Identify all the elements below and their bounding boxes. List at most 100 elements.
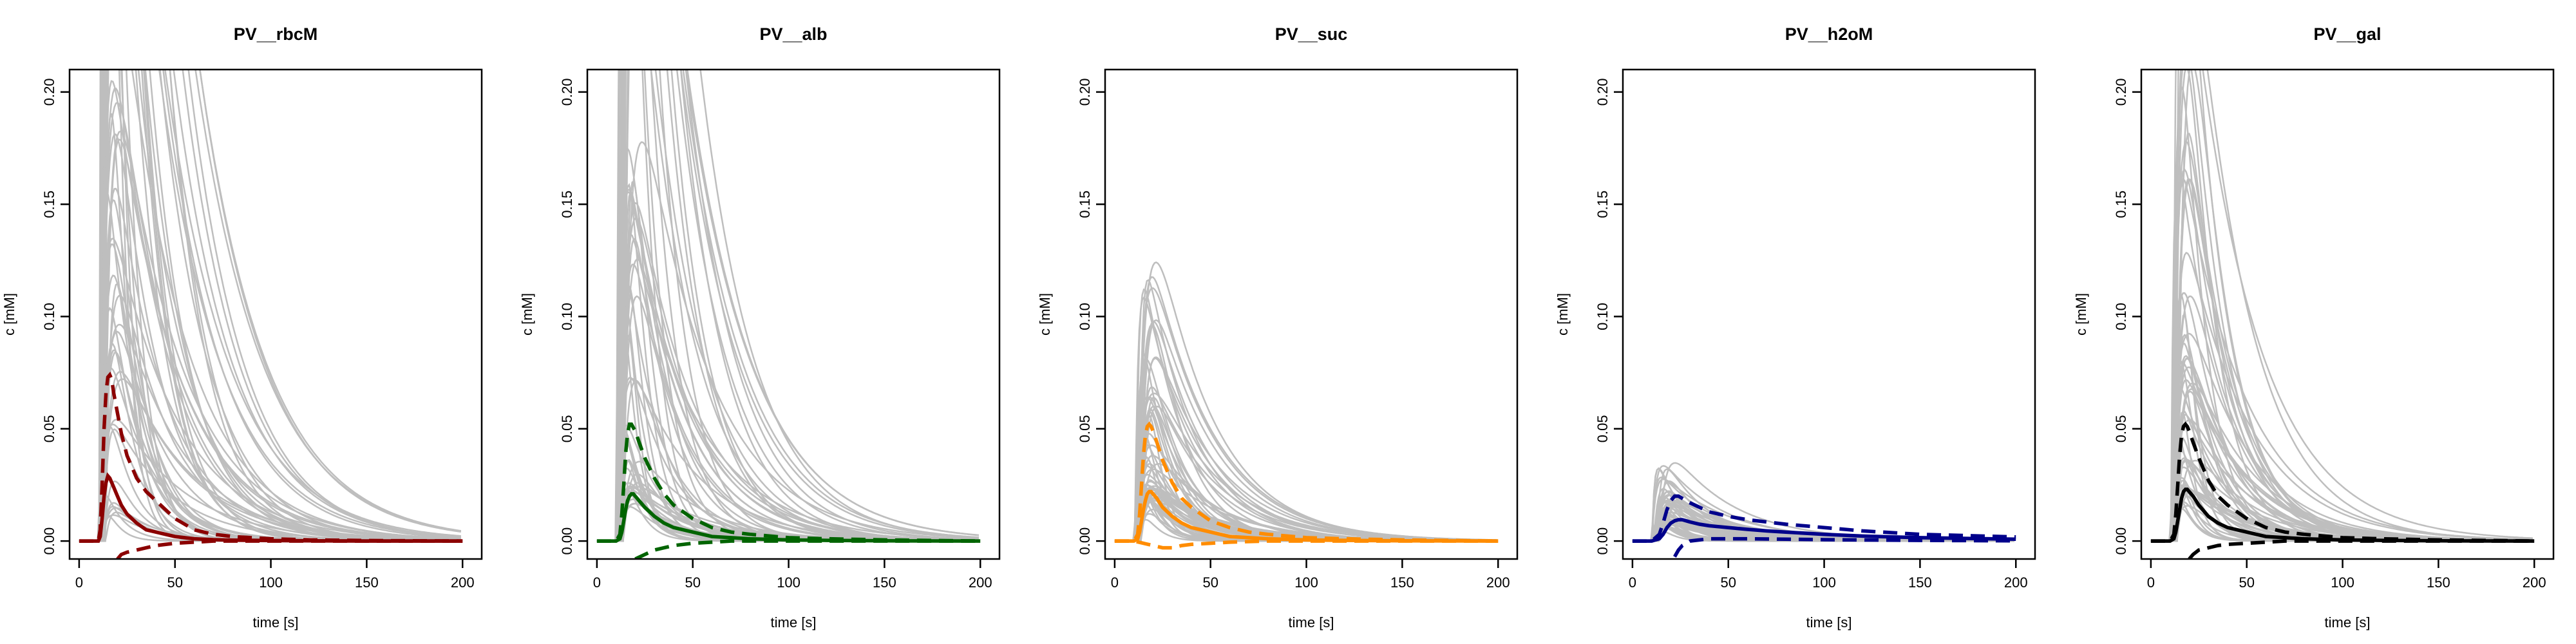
y-tick-label: 0.10 xyxy=(1077,303,1093,330)
simulation-curve xyxy=(596,141,979,542)
y-tick-label: 0.00 xyxy=(1077,527,1093,555)
x-tick-label: 100 xyxy=(1812,574,1836,591)
curves-layer xyxy=(596,70,981,559)
simulation-curve xyxy=(79,70,462,542)
x-tick-label: 100 xyxy=(259,574,283,591)
y-tick-label: 0.20 xyxy=(1077,78,1093,106)
x-axis-label: time [s] xyxy=(771,614,817,630)
mean-curve xyxy=(79,472,463,543)
x-tick-label: 100 xyxy=(777,574,800,591)
y-axis-label: c [mM] xyxy=(1555,293,1571,336)
y-tick-label: 0.00 xyxy=(1595,527,1611,555)
y-tick-label: 0.00 xyxy=(559,527,575,555)
x-tick-label: 50 xyxy=(685,574,700,591)
simulation-curve xyxy=(596,70,979,542)
plot-frame xyxy=(1104,68,1519,560)
panel-title: PV__gal xyxy=(2313,24,2381,44)
panel-title: PV__rbcM xyxy=(234,24,318,44)
y-tick-label: 0.15 xyxy=(559,191,575,218)
x-tick-label: 200 xyxy=(2004,574,2028,591)
panel-title: PV__alb xyxy=(759,24,827,44)
y-tick-label: 0.15 xyxy=(2113,191,2129,218)
y-tick-label: 0.05 xyxy=(1595,415,1611,442)
lower-curve xyxy=(634,539,981,559)
upper-curve xyxy=(1114,421,1499,543)
x-tick-label: 50 xyxy=(1720,574,1736,591)
plot-frame xyxy=(68,68,483,560)
mean-curve xyxy=(1632,518,2016,543)
curves-layer xyxy=(79,70,463,559)
simulation-curve xyxy=(79,378,461,542)
panel-pv-rbcm: 0 50 100 150 200 0.00 0.05 0.10 0.15 0.20 time [s]… xyxy=(1,24,483,630)
simulation-curve xyxy=(2150,70,2533,542)
x-tick-label: 100 xyxy=(2331,574,2354,591)
simulation-curve xyxy=(596,70,979,542)
simulation-curve xyxy=(2150,177,2533,542)
x-tick-label: 200 xyxy=(451,574,475,591)
x-tick-label: 200 xyxy=(969,574,992,591)
y-axis-label: c [mM] xyxy=(1037,293,1053,336)
y-tick-label: 0.05 xyxy=(1077,415,1093,442)
y-tick-label: 0.20 xyxy=(559,78,575,106)
simulation-curve xyxy=(79,130,461,542)
lower-curve xyxy=(2188,539,2535,559)
y-axis-label: c [mM] xyxy=(1,293,17,336)
y-axis-label: c [mM] xyxy=(2073,293,2089,336)
panel-pv-alb: 0 50 100 150 200 0.00 0.05 0.10 0.15 0.20 time [s]… xyxy=(519,24,1001,630)
x-tick-label: 0 xyxy=(2147,574,2155,591)
simulation-curve xyxy=(79,70,461,542)
y-tick-label: 0.15 xyxy=(41,191,57,218)
x-tick-label: 0 xyxy=(593,574,601,591)
upper-curve xyxy=(79,371,463,543)
upper-curve xyxy=(1632,494,2016,543)
panel-pv-gal: 0 50 100 150 200 0.00 0.05 0.10 0.15 0.20 time [s]… xyxy=(2073,24,2555,630)
x-tick-label: 0 xyxy=(75,574,83,591)
panel-pv-suc: 0 50 100 150 200 0.00 0.05 0.10 0.15 0.20 time [s]… xyxy=(1037,24,1519,630)
simulation-curve xyxy=(79,80,461,542)
x-tick-label: 0 xyxy=(1111,574,1119,591)
x-axis-label: time [s] xyxy=(253,614,299,630)
x-tick-label: 100 xyxy=(1294,574,1318,591)
x-axis-label: time [s] xyxy=(2325,614,2371,630)
panel-title: PV__suc xyxy=(1275,24,1348,44)
y-tick-label: 0.00 xyxy=(2113,527,2129,555)
panel-pv-h2om: 0 50 100 150 200 0.00 0.05 0.10 0.15 0.20 time [s]… xyxy=(1555,24,2036,630)
y-tick-label: 0.00 xyxy=(41,527,57,555)
y-tick-label: 0.10 xyxy=(559,303,575,330)
y-tick-label: 0.15 xyxy=(1077,191,1093,218)
x-tick-label: 200 xyxy=(2523,574,2546,591)
x-tick-label: 150 xyxy=(1908,574,1932,591)
upper-curve xyxy=(596,422,981,543)
plot-frame xyxy=(2140,68,2555,560)
simulation-curve xyxy=(79,70,462,542)
simulation-curve xyxy=(596,191,979,542)
x-tick-label: 0 xyxy=(1629,574,1636,591)
simulation-curve xyxy=(79,70,462,542)
x-tick-label: 150 xyxy=(355,574,379,591)
panel-title: PV__h2oM xyxy=(1785,24,1873,44)
x-tick-label: 50 xyxy=(167,574,182,591)
mean-curve xyxy=(2150,488,2535,543)
y-tick-label: 0.10 xyxy=(41,303,57,330)
y-axis-label: c [mM] xyxy=(519,293,535,336)
upper-curve xyxy=(2150,421,2535,543)
simulation-curve xyxy=(596,70,979,542)
simulation-curve xyxy=(1114,356,1497,542)
x-tick-label: 200 xyxy=(1486,574,1510,591)
x-tick-label: 50 xyxy=(2239,574,2254,591)
lower-curve xyxy=(1114,539,1499,550)
mean-curve xyxy=(1114,489,1499,543)
curves-layer xyxy=(1114,261,1499,550)
curves-layer xyxy=(2150,70,2535,559)
x-tick-label: 150 xyxy=(1390,574,1414,591)
simulation-curve xyxy=(79,70,462,542)
lower-curve xyxy=(1673,536,2016,558)
x-tick-label: 150 xyxy=(2427,574,2450,591)
plot-frame xyxy=(586,68,1001,560)
y-tick-label: 0.20 xyxy=(2113,78,2129,106)
y-tick-label: 0.20 xyxy=(41,78,57,106)
mean-curve xyxy=(596,492,981,543)
y-tick-label: 0.20 xyxy=(1595,78,1611,106)
